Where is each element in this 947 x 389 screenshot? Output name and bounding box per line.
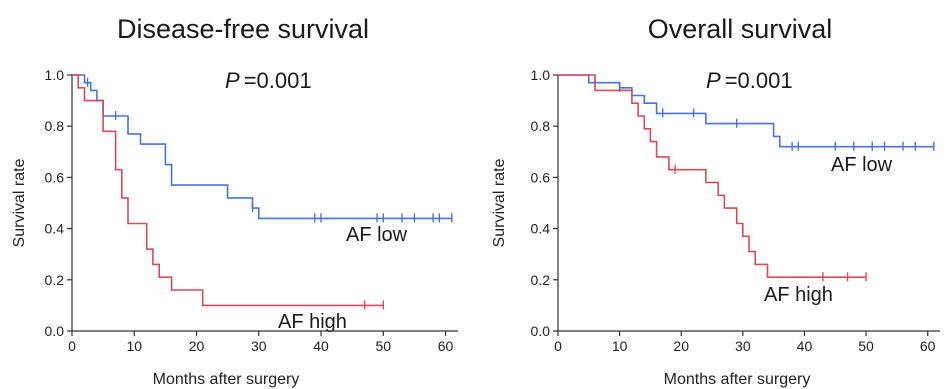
x-tick-label: 0 (68, 338, 76, 354)
x-tick-label: 20 (673, 338, 689, 354)
y-tick-label: 0.8 (45, 118, 65, 134)
x-axis-label: Months after surgery (153, 371, 300, 388)
km-curve-af-high (558, 74, 867, 278)
x-tick-label: 60 (920, 338, 936, 354)
x-tick-label: 50 (376, 338, 392, 354)
plot-area: 0 10 20 30 40 50 60 0.0 0.2 0.4 0.6 0.8 1.0 (45, 67, 458, 354)
y-tick-label: 0.8 (531, 118, 551, 134)
km-curve-af-low (558, 74, 934, 148)
y-tick-label: 0.4 (45, 221, 65, 237)
y-tick-label: 0.2 (531, 272, 551, 288)
x-tick-label: 50 (858, 338, 874, 354)
y-axis-label: Survival rate (11, 158, 28, 247)
x-tick-label: 10 (126, 338, 142, 354)
chart-title: Overall survival (648, 14, 833, 44)
y-axis-label: Survival rate (491, 158, 508, 247)
series-label-af-low: AF low (831, 154, 893, 176)
y-tick-label: 1.0 (531, 67, 551, 83)
x-tick-label: 10 (612, 338, 628, 354)
x-tick-label: 40 (313, 338, 329, 354)
x-axis-label: Months after surgery (664, 371, 811, 388)
y-tick-label: 0.0 (531, 323, 551, 339)
series-label-af-high: AF high (764, 284, 833, 306)
p-value-annotation: P =0.001 (706, 68, 793, 93)
chart-panel-disease-free: Disease-free survival P =0.001 Months aft… (11, 14, 458, 388)
series-label-af-high: AF high (278, 311, 347, 333)
x-tick-label: 60 (438, 338, 454, 354)
y-tick-label: 1.0 (45, 67, 65, 83)
p-value-symbol: P (706, 68, 721, 93)
series-label-af-low: AF low (346, 224, 408, 246)
p-value-number: =0.001 (725, 68, 793, 93)
y-tick-label: 0.4 (531, 221, 551, 237)
y-tick-label: 0.6 (531, 169, 551, 185)
y-tick-label: 0.6 (45, 169, 65, 185)
chart-panel-overall: Overall survival P =0.001 Months after su… (491, 14, 940, 388)
km-curve-af-high (72, 74, 384, 307)
p-value-number: =0.001 (244, 68, 312, 93)
x-tick-label: 30 (735, 338, 751, 354)
x-tick-label: 40 (797, 338, 813, 354)
y-tick-label: 0.0 (45, 323, 65, 339)
x-tick-label: 20 (189, 338, 205, 354)
y-tick-label: 0.2 (45, 272, 65, 288)
km-curve-af-low (72, 74, 452, 220)
p-value-annotation: P =0.001 (225, 68, 312, 93)
x-tick-label: 0 (554, 338, 562, 354)
plot-area: 0 10 20 30 40 50 60 0.0 0.2 0.4 0.6 0.8 1.0 (531, 67, 940, 354)
chart-title: Disease-free survival (117, 14, 369, 44)
p-value-symbol: P (225, 68, 240, 93)
x-tick-label: 30 (251, 338, 267, 354)
